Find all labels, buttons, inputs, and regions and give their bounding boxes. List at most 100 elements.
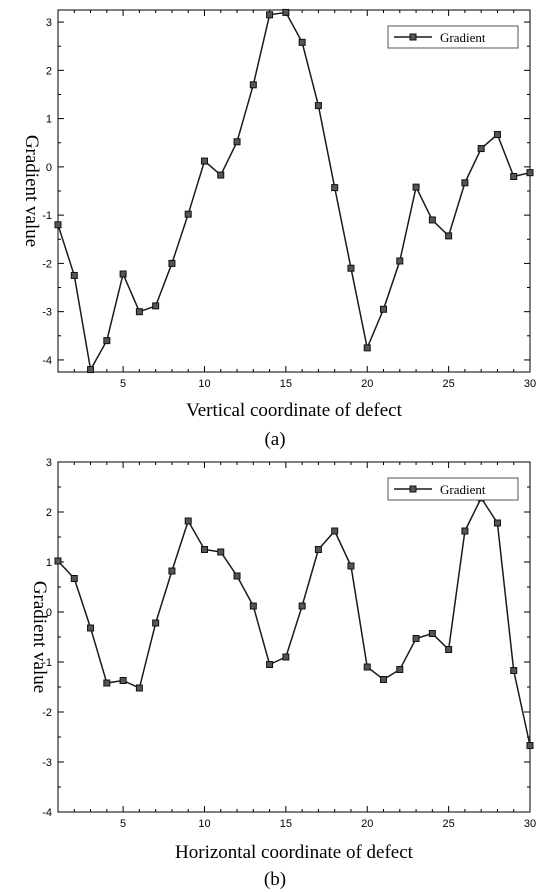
data-point	[217, 171, 225, 179]
data-point	[135, 308, 143, 316]
legend: Gradient	[387, 25, 519, 49]
y-tick-label: -3	[42, 757, 52, 769]
x-tick-label: 10	[198, 378, 210, 390]
data-point	[461, 179, 469, 187]
data-point	[217, 548, 225, 556]
data-point	[314, 102, 322, 110]
chart-panel-a: 5 10 15 20 25 30 -4 -3 -2 -1 0 1 2 3 Vertical coordin…	[21, 8, 536, 450]
series-line-gradient	[57, 11, 531, 372]
series-line-gradient	[57, 496, 531, 746]
data-point	[233, 138, 241, 146]
data-point	[103, 679, 111, 687]
data-point	[119, 270, 127, 278]
data-point	[380, 676, 388, 683]
legend-box	[387, 477, 519, 501]
y-tick-label: -4	[42, 355, 52, 367]
y-tick-label: 1	[46, 557, 52, 569]
x-tick-label: 5	[120, 378, 126, 390]
data-point	[461, 527, 469, 535]
x-tick-label: 15	[280, 378, 292, 390]
data-point	[200, 157, 208, 165]
plot-frame	[57, 9, 531, 373]
y-tick-label: 0	[46, 607, 52, 619]
y-tick-label: -1	[42, 657, 52, 669]
y-tick-label: -1	[42, 210, 52, 222]
x-tick-label: 20	[361, 378, 373, 390]
data-point	[249, 81, 257, 89]
y-tick-label: 1	[46, 114, 52, 126]
plot-frame	[57, 461, 531, 813]
x-tick-label: 30	[524, 378, 536, 390]
data-point	[347, 562, 355, 570]
data-point	[54, 221, 62, 229]
data-point	[103, 337, 111, 345]
panel-label-a: (a)	[264, 429, 285, 450]
y-axis-title: Gradient value	[21, 135, 42, 247]
x-tick-label: 20	[361, 818, 373, 830]
data-point	[331, 527, 339, 535]
data-point	[526, 742, 534, 749]
data-point	[493, 519, 501, 527]
data-point	[54, 557, 62, 565]
data-point	[168, 567, 176, 575]
data-point	[152, 619, 160, 627]
data-point	[510, 667, 518, 674]
x-tick-label: 25	[442, 378, 454, 390]
panel-label-b: (b)	[264, 869, 286, 890]
data-point	[135, 684, 143, 692]
data-point	[266, 661, 274, 668]
data-point	[233, 572, 241, 580]
data-point	[526, 169, 534, 177]
legend-entry-gradient: Gradient	[440, 30, 486, 45]
data-point	[396, 257, 404, 265]
data-point	[363, 663, 371, 671]
legend-marker-sample	[409, 485, 417, 493]
data-point	[396, 666, 404, 673]
data-point	[412, 635, 420, 642]
plot-area: 5 10 15 20 25 30 -4 -3 -2 -1 0 1 2 3	[42, 457, 536, 830]
data-point	[428, 216, 436, 224]
legend-box	[387, 25, 519, 49]
legend: Gradient	[387, 477, 519, 501]
legend-marker-sample	[409, 33, 417, 41]
x-tick-label: 25	[442, 818, 454, 830]
data-point	[168, 259, 176, 267]
data-point	[184, 517, 192, 525]
data-point	[314, 546, 322, 553]
y-tick-label: 2	[46, 65, 52, 77]
data-point	[445, 646, 453, 653]
data-point	[412, 183, 420, 191]
y-tick-label: -4	[42, 807, 52, 819]
y-tick-label: 2	[46, 507, 52, 519]
data-point	[347, 264, 355, 272]
y-tick-label: 3	[46, 457, 52, 469]
data-point	[200, 546, 208, 553]
legend-entry-gradient: Gradient	[440, 482, 486, 497]
data-point	[282, 653, 290, 661]
data-point	[298, 38, 306, 46]
x-axis-title: Horizontal coordinate of defect	[175, 842, 414, 863]
y-tick-label: -2	[42, 258, 52, 270]
y-tick-label: 3	[46, 17, 52, 29]
data-point	[363, 344, 371, 352]
x-tick-label: 5	[120, 818, 126, 830]
y-tick-label: -2	[42, 707, 52, 719]
data-point	[445, 232, 453, 240]
data-point	[380, 305, 388, 313]
data-point	[331, 184, 339, 192]
plot-area: 5 10 15 20 25 30 -4 -3 -2 -1 0 1 2 3	[42, 8, 536, 390]
chart-panel-b: 5 10 15 20 25 30 -4 -3 -2 -1 0 1 2 3 Horizontal coord…	[29, 457, 536, 890]
data-point	[87, 366, 95, 374]
x-tick-label: 15	[280, 818, 292, 830]
x-axis-title: Vertical coordinate of defect	[186, 400, 402, 421]
data-point	[510, 173, 518, 181]
data-point	[298, 602, 306, 610]
y-tick-label: -3	[42, 307, 52, 319]
data-point	[70, 271, 78, 279]
data-point	[493, 131, 501, 139]
x-tick-label: 30	[524, 818, 536, 830]
data-point	[70, 575, 78, 582]
data-point	[282, 8, 290, 16]
data-point	[428, 630, 436, 637]
y-tick-label: 0	[46, 162, 52, 174]
